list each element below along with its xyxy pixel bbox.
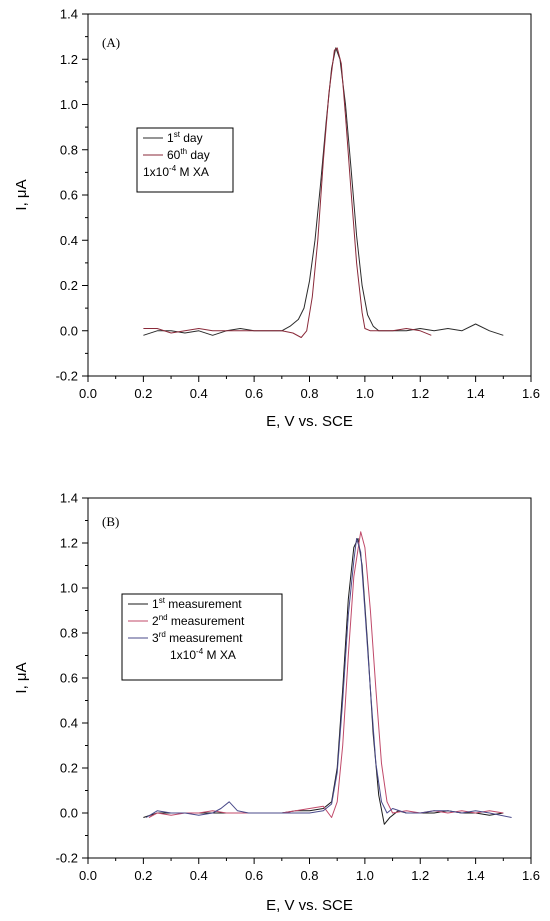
x-tick-label: 0.0 [79, 868, 97, 883]
y-tick-label: -0.2 [56, 851, 78, 866]
y-tick-label: 0.4 [60, 716, 78, 731]
x-tick-label: 0.6 [245, 386, 263, 401]
legend: 1st measurement 2nd measurement 3rd measur… [121, 593, 283, 681]
x-tick-label: 1.0 [356, 386, 374, 401]
x-tick-label: 1.6 [522, 868, 540, 883]
x-tick-label: 1.4 [467, 868, 485, 883]
y-tick-label: 0.6 [60, 188, 78, 203]
y-tick-label: 1.2 [60, 52, 78, 67]
x-tick-label: 0.8 [300, 386, 318, 401]
x-tick-label: 1.2 [411, 868, 429, 883]
legend-box [136, 127, 234, 193]
x-tick-label: 1.0 [356, 868, 374, 883]
x-tick-label: 0.8 [300, 868, 318, 883]
legend-entry: 2nd measurement [152, 613, 245, 628]
y-tick-label: 0.2 [60, 278, 78, 293]
panel-label: (B) [102, 514, 119, 529]
plot-frame [87, 13, 532, 377]
legend-note: 1x10-4 M XA [170, 647, 236, 662]
y-tick-label: 0.8 [60, 626, 78, 641]
y-tick-label: 1.4 [60, 7, 78, 22]
y-tick-label: 1.4 [60, 491, 78, 506]
panel-label: (A) [102, 35, 120, 50]
x-tick-label: 0.0 [79, 386, 97, 401]
legend-entry: 1st day [167, 130, 203, 145]
chart-panel-2: 0.0 0.2 0.4 0.6 0.8 1.0 1.2 1.4 1.6-0.20.00.20.4… [13, 491, 540, 915]
legend-box [121, 593, 283, 681]
legend-note: 1x10-4 M XA [143, 164, 209, 179]
y-tick-label: 0.0 [60, 806, 78, 821]
x-tick-label: 1.4 [467, 386, 485, 401]
x-tick-label: 0.6 [245, 868, 263, 883]
series-line-1 [143, 538, 504, 825]
x-tick-label: 0.4 [190, 386, 208, 401]
y-tick-label: 1.0 [60, 581, 78, 596]
y-tick-label: 0.4 [60, 233, 78, 248]
series-line-2 [143, 47, 432, 338]
y-tick-label: 0.0 [60, 323, 78, 338]
x-tick-label: 0.4 [190, 868, 208, 883]
legend-entry: 1st measurement [152, 596, 242, 611]
y-tick-label: 0.6 [60, 671, 78, 686]
legend: 1st day 60th day 1x10-4 M XA [136, 127, 234, 193]
legend-entry: 3rd measurement [152, 630, 243, 645]
x-axis-label: E, V vs. SCE [266, 413, 353, 430]
y-tick-label: 1.0 [60, 97, 78, 112]
y-tick-label: 0.2 [60, 761, 78, 776]
y-axis-label: I, μA [13, 662, 30, 693]
x-tick-label: 0.2 [134, 868, 152, 883]
series-line-3 [145, 538, 512, 818]
y-tick-label: 0.8 [60, 142, 78, 157]
legend-entry: 60th day [167, 147, 210, 162]
x-axis-label: E, V vs. SCE [266, 897, 353, 914]
chart-panel-1: 0.0 0.2 0.4 0.6 0.8 1.0 1.2 1.4 1.6-0.20.00.20.4… [13, 7, 540, 431]
x-tick-label: 1.6 [522, 386, 540, 401]
y-axis-label: I, μA [13, 179, 30, 210]
x-tick-label: 0.2 [134, 386, 152, 401]
y-tick-label: 1.2 [60, 536, 78, 551]
x-tick-label: 1.2 [411, 386, 429, 401]
y-tick-label: -0.2 [56, 369, 78, 384]
